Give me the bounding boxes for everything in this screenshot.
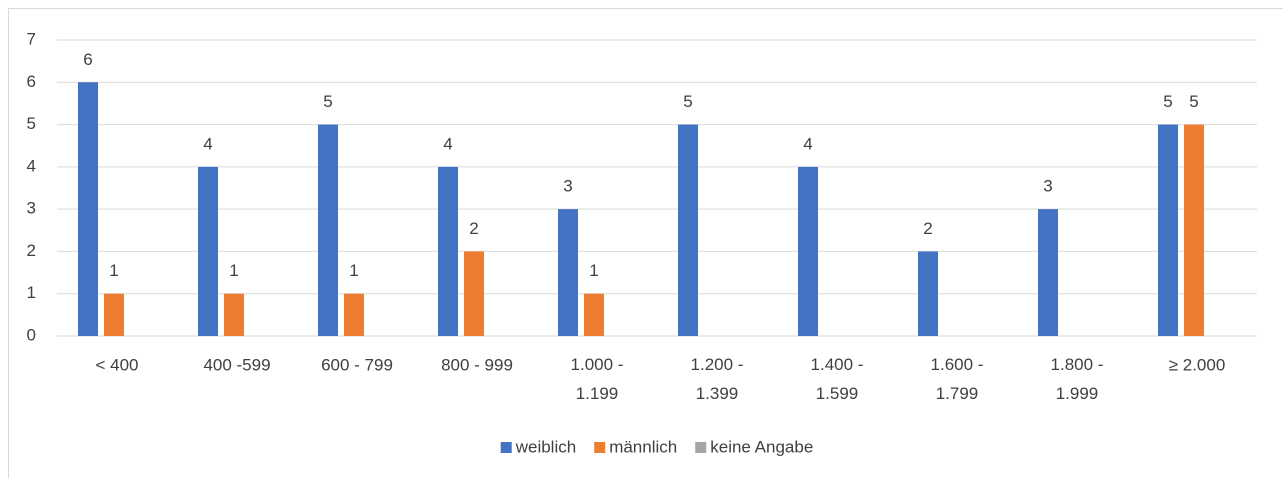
data-label: 4: [443, 134, 452, 153]
chart-frame: [8, 8, 1283, 478]
bar: [918, 251, 938, 336]
y-tick-label: 0: [27, 325, 36, 344]
data-label: 5: [323, 92, 332, 111]
legend: weiblich männlich keine Angabe: [500, 437, 813, 456]
bar: [1184, 124, 1204, 336]
data-label: 2: [923, 219, 932, 238]
data-label: 3: [1043, 177, 1052, 196]
y-tick-label: 6: [27, 72, 36, 91]
legend-swatch: [500, 442, 512, 453]
x-tick-label: 800 - 999: [441, 355, 513, 374]
y-tick-label: 1: [27, 283, 36, 302]
bar: [584, 293, 604, 336]
legend-swatch: [695, 442, 707, 453]
y-tick-label: 2: [27, 241, 36, 260]
bar: [318, 124, 338, 336]
data-label: 2: [469, 219, 478, 238]
y-tick-label: 7: [27, 29, 36, 48]
legend-label: männlich: [609, 437, 677, 456]
x-tick-label: 1.000 -1.199: [571, 355, 624, 403]
bar: [464, 251, 484, 336]
data-label: 1: [589, 261, 598, 280]
bar: [438, 166, 458, 336]
data-label: 3: [563, 177, 572, 196]
data-label: 5: [1163, 92, 1172, 111]
legend-label: weiblich: [515, 437, 576, 456]
data-label: 5: [1189, 92, 1198, 111]
data-label: 4: [803, 134, 812, 153]
y-tick-label: 3: [27, 199, 36, 218]
x-tick-label: 400 -599: [203, 355, 270, 374]
x-tick-label: < 400: [95, 355, 138, 374]
bar: [198, 166, 218, 336]
data-label: 1: [349, 261, 358, 280]
x-tick-label: 1.200 -1.399: [691, 355, 744, 403]
bar: [224, 293, 244, 336]
data-label: 6: [83, 50, 92, 69]
bar: [104, 293, 124, 336]
y-tick-label: 4: [27, 156, 36, 175]
bar: [344, 293, 364, 336]
bar: [678, 124, 698, 336]
legend-swatch: [594, 442, 606, 453]
bar: [1158, 124, 1178, 336]
bar: [558, 209, 578, 336]
x-tick-label: 1.400 -1.599: [811, 355, 864, 403]
data-label: 1: [229, 261, 238, 280]
x-tick-label: 1.800 -1.999: [1051, 355, 1104, 403]
data-label: 4: [203, 134, 212, 153]
data-label: 1: [109, 261, 118, 280]
bar: [798, 166, 818, 336]
bar: [78, 82, 98, 337]
y-tick-label: 5: [27, 114, 36, 133]
bar: [1038, 209, 1058, 336]
x-tick-label: 600 - 799: [321, 355, 393, 374]
legend-label: keine Angabe: [710, 437, 813, 456]
x-tick-label: 1.600 -1.799: [931, 355, 984, 403]
x-tick-label: ≥ 2.000: [1169, 355, 1226, 374]
data-label: 5: [683, 92, 692, 111]
